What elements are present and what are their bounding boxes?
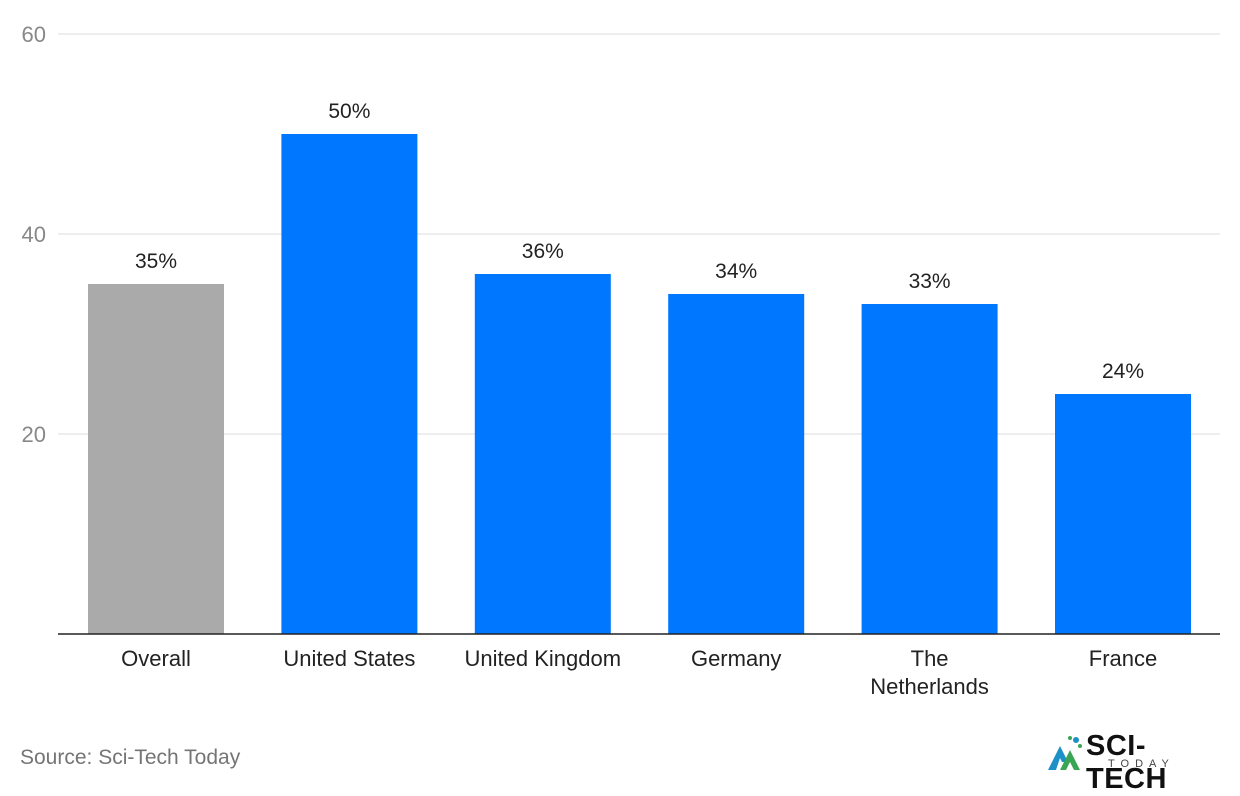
x-tick-label: United Kingdom: [465, 646, 622, 671]
data-label: 50%: [328, 100, 370, 123]
sci-tech-logo-icon: [1048, 736, 1082, 770]
data-label: 24%: [1102, 360, 1144, 383]
logo-subtext: TODAY: [1108, 758, 1175, 770]
bar: [668, 294, 805, 634]
y-tick-label: 40: [22, 222, 46, 247]
x-tick-label: Overall: [121, 646, 191, 671]
gridlines: [58, 33, 1220, 435]
y-tick-label: 20: [22, 422, 46, 447]
data-label: 35%: [135, 250, 177, 273]
bar-chart: 20 40 60 35% 50% 36% 34% 33% 24% Overall United …: [22, 22, 1220, 699]
bar: [1055, 394, 1191, 634]
x-tick-label: France: [1089, 646, 1157, 671]
bar: [281, 134, 418, 634]
bar: [474, 274, 611, 634]
data-labels: 35% 50% 36% 34% 33% 24%: [135, 100, 1144, 383]
x-tick-label: Germany: [691, 646, 781, 671]
y-axis-ticks: 20 40 60: [22, 22, 46, 447]
bars: [88, 134, 1191, 634]
sci-tech-logo: SCI-TECH TODAY: [1046, 730, 1226, 795]
logo-wordmark: SCI-TECH: [1086, 730, 1167, 795]
data-label: 34%: [715, 260, 757, 283]
source-note: Source: Sci-Tech Today: [20, 746, 241, 769]
bar: [88, 284, 224, 634]
x-tick-label: United States: [283, 646, 415, 671]
x-axis-ticks: Overall United States United Kingdom German…: [121, 646, 1157, 699]
data-label: 33%: [909, 270, 951, 293]
x-tick-label: The Netherlands: [870, 646, 989, 699]
y-tick-label: 60: [22, 22, 46, 47]
data-label: 36%: [522, 240, 564, 263]
bar: [861, 304, 998, 634]
